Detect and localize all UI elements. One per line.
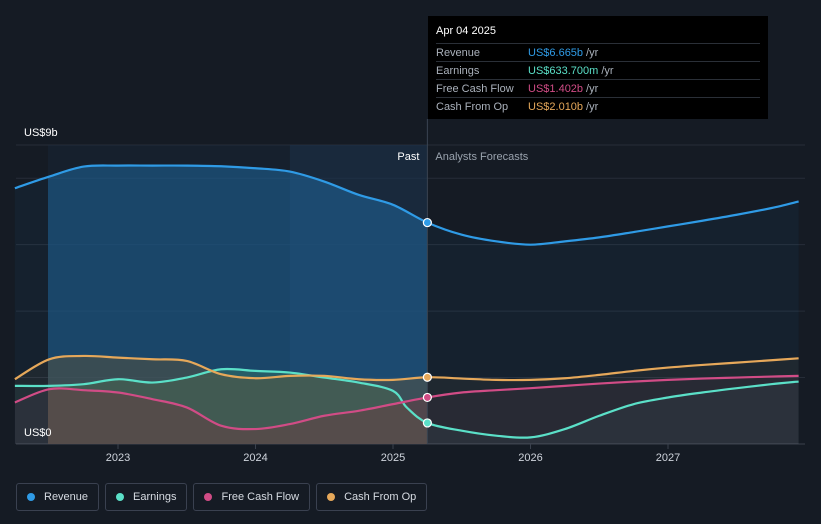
legend-item-cash-from-op[interactable]: Cash From Op — [316, 483, 428, 511]
tooltip-row-earnings: Earnings US$633.700m /yr — [436, 61, 760, 79]
tooltip-label: Earnings — [436, 64, 480, 77]
marker-earnings — [422, 418, 432, 428]
legend-label: Cash From Op — [344, 491, 417, 503]
tooltip-row-free-cash-flow: Free Cash Flow US$1.402b /yr — [436, 79, 760, 97]
chart-legend: Revenue Earnings Free Cash Flow Cash Fro… — [16, 483, 428, 511]
past-label: Past — [397, 151, 419, 163]
line-revenue — [14, 164, 799, 246]
legend-item-revenue[interactable]: Revenue — [16, 483, 100, 511]
legend-dot-icon — [327, 493, 336, 501]
line-cash-from-op — [14, 354, 799, 382]
tooltip-label: Revenue — [436, 46, 481, 59]
line-earnings — [14, 367, 799, 439]
legend-dot-icon — [204, 493, 213, 501]
legend-dot-icon — [116, 493, 125, 501]
x-tick-label: 2025 — [381, 452, 405, 464]
marker-revenue — [422, 217, 432, 228]
tooltip-label: Free Cash Flow — [436, 82, 514, 95]
area-earnings — [48, 368, 428, 444]
area-free-cash-flow — [48, 388, 428, 444]
marker-cash-from-op — [422, 372, 432, 382]
line-free-cash-flow — [14, 374, 799, 431]
tooltip-value: US$6.665b — [528, 46, 584, 59]
x-tick-label: 2027 — [656, 452, 680, 464]
tooltip-row-revenue: Revenue US$6.665b /yr — [436, 43, 760, 61]
hover-markers — [422, 217, 432, 428]
legend-label: Revenue — [44, 491, 89, 503]
tooltip-row-cash-from-op: Cash From Op US$2.010b /yr — [436, 97, 760, 115]
x-axis-ticks: 2023 2024 2025 2026 2027 — [106, 444, 680, 464]
tooltip-label: Cash From Op — [436, 100, 509, 113]
x-tick-label: 2023 — [106, 452, 130, 464]
tooltip-value: US$1.402b — [528, 82, 584, 95]
hover-tooltip: Apr 04 2025 Revenue US$6.665b /yr Earnin… — [428, 16, 768, 119]
series-lines — [14, 164, 799, 439]
legend-item-free-cash-flow[interactable]: Free Cash Flow — [193, 483, 311, 511]
tooltip-unit: /yr — [586, 46, 599, 59]
tooltip-value: US$633.700m — [528, 64, 599, 77]
x-tick-label: 2024 — [243, 452, 267, 464]
tooltip-date: Apr 04 2025 — [436, 25, 496, 37]
x-tick-label: 2026 — [518, 452, 542, 464]
y-axis-min-label: US$0 — [24, 427, 52, 439]
tooltip-unit: /yr — [586, 100, 599, 113]
tooltip-value: US$2.010b — [528, 100, 584, 113]
tooltip-unit: /yr — [586, 82, 599, 95]
area-forecast-earnings — [14, 368, 799, 444]
area-revenue — [48, 165, 428, 444]
legend-dot-icon — [27, 493, 35, 501]
marker-free-cash-flow — [422, 392, 432, 403]
area-forecast-free-cash-flow — [14, 375, 799, 444]
legend-label: Earnings — [133, 491, 177, 503]
y-axis-max-label: US$9b — [24, 127, 58, 139]
legend-label: Free Cash Flow — [221, 491, 300, 503]
legend-item-earnings[interactable]: Earnings — [105, 483, 188, 511]
forecast-label: Analysts Forecasts — [435, 151, 528, 163]
tooltip-unit: /yr — [601, 64, 614, 77]
